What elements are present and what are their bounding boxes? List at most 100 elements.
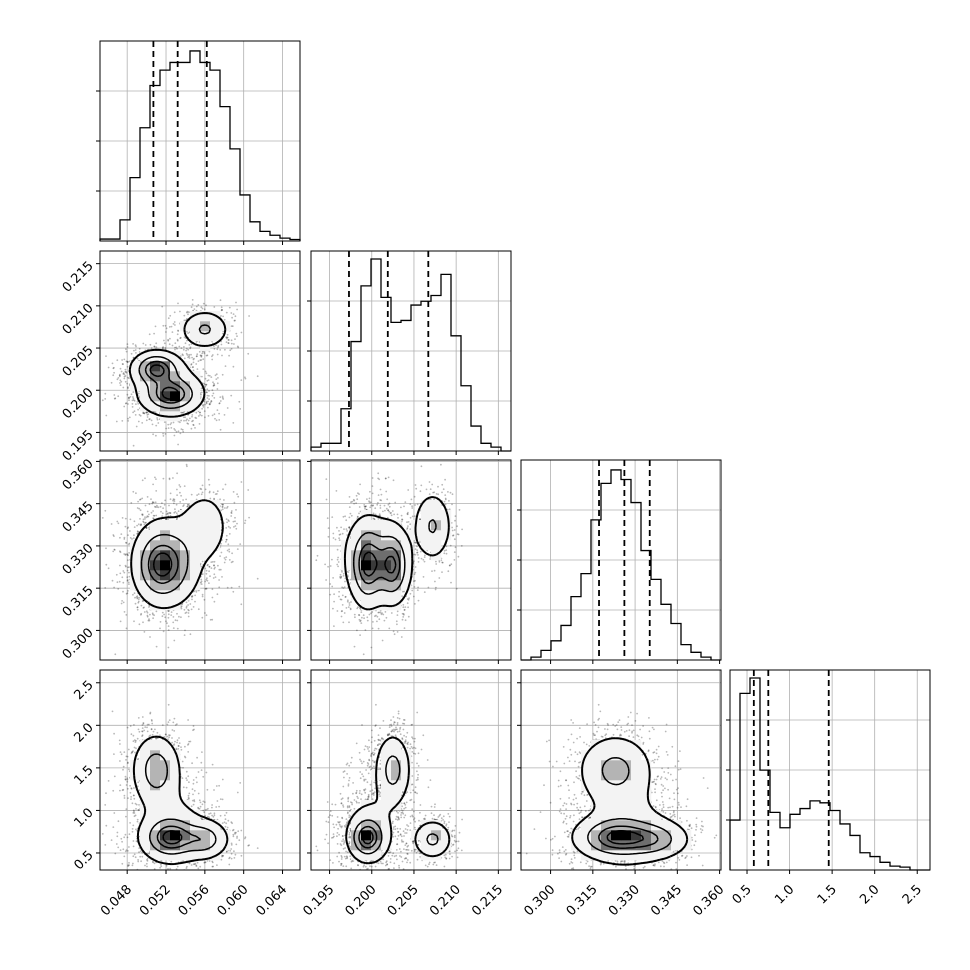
sample-point [199, 359, 202, 362]
sample-point [211, 394, 214, 397]
sample-point [206, 388, 209, 391]
sample-point [201, 407, 204, 410]
density-cell [190, 510, 201, 521]
sample-point [197, 493, 200, 495]
sample-point [222, 398, 225, 400]
sample-point [207, 400, 210, 403]
sample-point [137, 420, 140, 423]
sample-point [133, 349, 135, 352]
sample-point [384, 509, 386, 512]
sample-point [119, 550, 121, 553]
x-tick-label: 2.5 [900, 882, 925, 907]
sample-point [216, 409, 219, 411]
sample-point [149, 613, 151, 616]
sample-point [167, 339, 170, 342]
sample-point [197, 360, 200, 362]
sample-point [215, 419, 218, 422]
sample-point [238, 400, 241, 403]
sample-point [176, 494, 179, 496]
sample-point [185, 605, 188, 608]
sample-point [207, 379, 210, 381]
sample-point [162, 432, 165, 435]
density-cell [160, 351, 171, 362]
sample-point [127, 526, 130, 529]
sample-point [101, 399, 104, 402]
sample-point [155, 514, 158, 517]
sample-point [175, 430, 178, 433]
sample-point [178, 484, 181, 486]
sample-point [224, 483, 227, 486]
sample-point [119, 379, 122, 382]
density-cell [170, 401, 181, 412]
sample-point [142, 520, 145, 523]
sample-point [163, 613, 166, 616]
sample-point [200, 355, 202, 357]
sample-point [204, 612, 206, 614]
sample-point [163, 339, 165, 342]
sample-point [180, 428, 183, 430]
sample-point [126, 554, 129, 556]
sample-point [119, 572, 122, 575]
sample-point [123, 358, 126, 361]
sample-point [233, 319, 236, 322]
sample-point [119, 367, 122, 370]
sample-point [202, 368, 205, 370]
sample-point [163, 342, 166, 345]
sample-point [131, 403, 134, 405]
sample-point [181, 603, 184, 606]
sample-point [162, 346, 165, 348]
density-cell [180, 361, 191, 372]
sample-point [205, 400, 208, 403]
sample-point [186, 505, 189, 508]
sample-point [136, 530, 139, 533]
sample-point [221, 576, 223, 578]
sample-point [152, 510, 155, 512]
sample-point [200, 414, 203, 417]
sample-point [191, 299, 194, 301]
sample-point [150, 419, 153, 422]
sample-point [142, 607, 145, 609]
sample-point [115, 420, 118, 423]
sample-point [187, 332, 190, 335]
sample-point [221, 354, 223, 357]
sample-point [150, 511, 153, 514]
sample-point [205, 304, 207, 307]
y-tick-label: 0.210 [60, 301, 97, 338]
density-cell [150, 540, 161, 551]
y-tick-label: 0.200 [60, 385, 97, 422]
sample-point [162, 435, 165, 437]
sample-point [199, 396, 202, 398]
sample-point [200, 565, 203, 568]
sample-point [191, 415, 193, 418]
sample-point [204, 370, 207, 373]
sample-point [217, 346, 219, 348]
sample-point [132, 343, 135, 345]
sample-point [145, 516, 148, 519]
sample-point [176, 347, 178, 350]
sample-point [125, 614, 128, 616]
sample-point [148, 418, 151, 421]
sample-point [208, 566, 211, 568]
sample-point [230, 586, 233, 589]
density-cell [140, 391, 151, 402]
sample-point [122, 581, 125, 584]
sample-point [172, 621, 175, 624]
sample-point [196, 355, 198, 358]
sample-point [137, 402, 140, 405]
sample-point [220, 306, 223, 309]
sample-point [185, 349, 188, 352]
density-cell [170, 580, 181, 591]
density-cell [160, 520, 171, 531]
sample-point [152, 514, 155, 517]
sample-point [207, 478, 210, 481]
density-cell [190, 391, 201, 402]
sample-point [204, 567, 207, 570]
sample-point [125, 371, 127, 373]
sample-point [120, 380, 123, 383]
sample-point [195, 305, 198, 308]
sample-point [208, 483, 211, 486]
sample-point [136, 595, 139, 598]
sample-point [225, 538, 228, 541]
sample-point [183, 319, 186, 322]
sample-point [216, 593, 219, 596]
